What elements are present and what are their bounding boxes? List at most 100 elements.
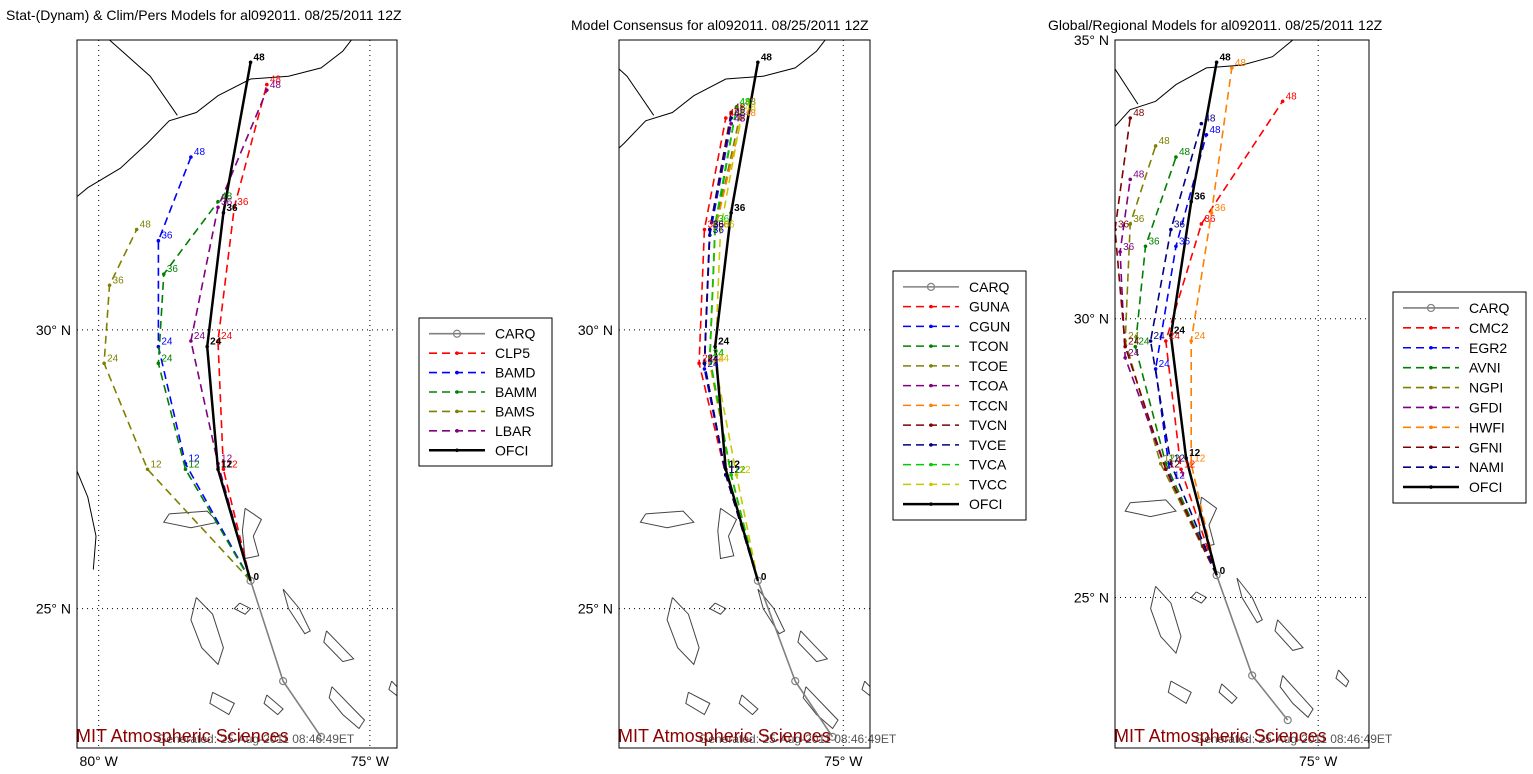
legend-label-carq: CARQ <box>969 279 1010 295</box>
island-outline <box>717 507 738 560</box>
legend-marker <box>455 390 459 394</box>
forecast-hour-label: 12 <box>729 465 741 476</box>
lat-tick-label: 25° N <box>1074 589 1109 605</box>
forecast-hour-label: 36 <box>723 220 735 231</box>
legend-marker <box>929 403 933 408</box>
carq-position-marker <box>828 732 837 741</box>
island-outline <box>639 510 695 529</box>
forecast-hour-label: 48 <box>1204 114 1216 125</box>
legend-marker <box>929 502 933 506</box>
forecast-hour-label: 24 <box>707 353 719 364</box>
track-point-avni <box>1174 155 1178 159</box>
forecast-hour-label: 0 <box>761 572 767 583</box>
forecast-hour-label: 36 <box>1118 220 1130 231</box>
island-outline <box>209 691 235 716</box>
carq-position-marker <box>316 732 326 741</box>
legend-label-tcoa: TCOA <box>969 378 1009 394</box>
forecast-hour-label: 24 <box>707 353 719 364</box>
legend-label-gfni: GFNI <box>1469 439 1502 455</box>
coastline-layer <box>77 40 397 730</box>
forecast-hour-label: 36 <box>237 197 249 208</box>
legend-marker <box>929 364 933 368</box>
forecast-hour-label: 36 <box>221 197 233 208</box>
forecast-hour-label: 24 <box>161 353 173 364</box>
legend-label-hwfi: HWFI <box>1469 419 1505 435</box>
footer-brand: MIT Atmospheric Sciences <box>1114 726 1327 746</box>
legend-marker <box>452 329 462 338</box>
forecast-hour-label: 12 <box>729 465 741 476</box>
forecast-hour-label: 48 <box>734 108 746 119</box>
forecast-hour-label: 0 <box>254 572 260 583</box>
lon-tick-label: 80° W <box>80 753 119 769</box>
lat-tick-label: 30° N <box>36 322 71 338</box>
island-outline <box>1236 577 1263 624</box>
lat-tick-label: 25° N <box>578 601 613 617</box>
legend-marker <box>455 370 459 375</box>
track-point-tvcc <box>740 110 744 115</box>
track-point-ofci <box>1169 333 1173 338</box>
carq-position-marker <box>1248 671 1257 680</box>
legend-label-tvca: TVCA <box>969 457 1007 473</box>
legend-box <box>1392 291 1527 504</box>
forecast-hour-label: 48 <box>745 102 757 113</box>
forecast-hour-label: 24 <box>713 348 725 359</box>
forecast-hour-labels: 12 24 36 48 12 24 36 48 12 24 36 48 12 24 36 48 12 24 36 48… <box>1118 52 1297 577</box>
legend-label-nami: NAMI <box>1469 459 1504 475</box>
coastline-segment <box>77 451 78 453</box>
footer-brand: MIT Atmospheric Sciences <box>618 726 831 746</box>
forecast-hour-label: 12 <box>734 465 746 476</box>
island-outline <box>1124 499 1177 518</box>
forecast-hour-label: 48 <box>1220 52 1232 63</box>
track-avni <box>1134 156 1218 576</box>
legend-label-cgun: CGUN <box>969 318 1010 334</box>
legend-marker <box>1429 465 1433 469</box>
forecast-hour-label: 36 <box>707 220 719 231</box>
track-point-bams <box>102 361 106 366</box>
forecast-hour-label: 12 <box>1169 459 1181 470</box>
legend-label-egr2: EGR2 <box>1469 340 1507 356</box>
legend-marker <box>1429 345 1433 350</box>
island-outline <box>282 588 311 635</box>
legend-label-carq: CARQ <box>1469 300 1510 316</box>
island-outline <box>797 630 829 663</box>
island-outline <box>1198 496 1218 548</box>
forecast-hour-label: 24 <box>194 331 206 342</box>
track-point-bamm <box>161 272 166 276</box>
legend-marker <box>1429 385 1433 390</box>
legend-marker <box>926 282 936 291</box>
legend-marker <box>929 344 933 348</box>
legend-label-tcoe: TCOE <box>969 358 1008 374</box>
legend-label-avni: AVNI <box>1469 360 1501 376</box>
forecast-hour-label: 12 <box>1189 448 1201 459</box>
island-outline <box>1218 683 1238 705</box>
forecast-hour-label: 36 <box>161 231 173 242</box>
forecast-hour-label: 24 <box>718 353 730 364</box>
track-point-bamd <box>189 155 193 159</box>
track-point-ofci <box>729 211 733 215</box>
track-point-hwfi <box>1230 66 1234 70</box>
track-point-tvce <box>702 361 707 366</box>
forecast-hour-label: 24 <box>1174 325 1186 336</box>
track-carq <box>249 580 322 738</box>
forecast-hour-label: 36 <box>718 220 730 231</box>
forecast-hour-label: 48 <box>734 114 746 125</box>
track-point-bams <box>134 227 139 232</box>
lat-tick-label: 30° N <box>1074 311 1109 327</box>
legend-box <box>418 317 553 467</box>
forecast-hour-label: 12 <box>188 459 200 470</box>
track-point-egr2 <box>1204 132 1209 137</box>
panel-2-title: Model Consensus for al092011. 08/25/2011… <box>571 17 869 33</box>
track-point-gfdi <box>1128 177 1133 182</box>
map-panel-2: 30° N 25° N 75° W 12 24 36 48 12 24 36 48 12 24 36 48 1… <box>578 39 1027 769</box>
legend-marker <box>1426 303 1436 313</box>
forecast-hour-label: 24 <box>210 337 222 348</box>
track-point-ofci <box>1189 199 1193 204</box>
forecast-hour-label: 12 <box>221 459 233 470</box>
track-point-lbar <box>189 339 193 343</box>
legend-label-carq: CARQ <box>495 326 536 342</box>
legend-label-tccn: TCCN <box>969 397 1008 413</box>
legend-marker <box>1429 326 1433 330</box>
forecast-hour-label: 12 <box>221 454 233 465</box>
state-border <box>1115 68 1139 105</box>
